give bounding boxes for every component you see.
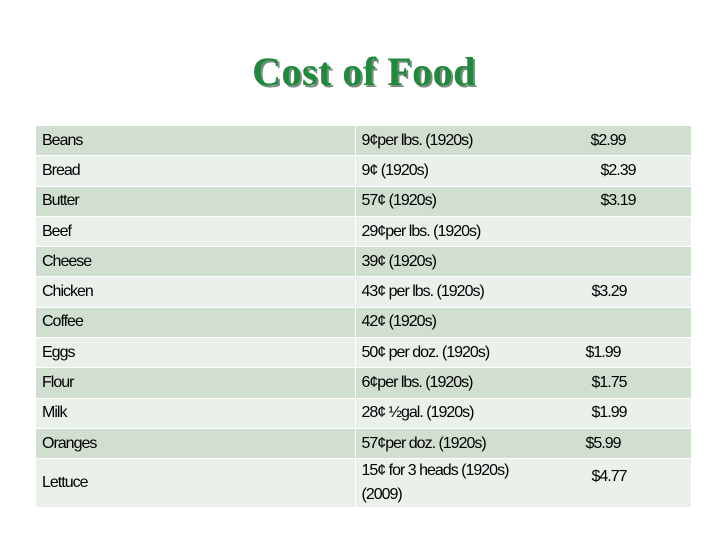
table-row: Coffee 42¢ (1920s): [36, 307, 692, 339]
item-cost: 42¢ (1920s): [355, 307, 692, 339]
cost-1920s: 28¢ ½gal. (1920s): [361, 404, 475, 422]
item-name: Bread: [36, 155, 356, 187]
item-cost: 28¢ ½gal. (1920s) $1.99: [355, 398, 692, 429]
cost-1920s: 57¢per doz. (1920s): [361, 434, 487, 452]
table-row: Beans 9¢per lbs. (1920s) $2.99: [36, 126, 692, 157]
cost-2009: $1.99: [585, 343, 622, 361]
item-name: Beef: [36, 216, 356, 248]
item-cost: 57¢per doz. (1920s) $5.99: [355, 428, 692, 460]
item-cost: 15¢ for 3 heads (1920s) (2009) $4.77: [355, 458, 692, 509]
item-name: Coffee: [36, 307, 356, 339]
cost-2009: $2.99: [590, 131, 627, 149]
item-cost: 9¢ (1920s) $2.39: [355, 155, 692, 187]
cost-1920s: 6¢per lbs. (1920s): [361, 374, 474, 392]
item-cost: 29¢per lbs. (1920s): [355, 216, 692, 248]
cost-1920s: 42¢ (1920s): [361, 313, 437, 331]
cost-1920s: 57¢ (1920s): [361, 192, 437, 210]
item-name: Eggs: [36, 337, 356, 369]
cost-2009: $1.99: [591, 404, 628, 422]
cost-1920s: 50¢ per doz. (1920s): [361, 343, 491, 361]
table-row: Lettuce 15¢ for 3 heads (1920s) (2009) $4…: [36, 458, 692, 509]
item-name: Beans: [36, 126, 356, 157]
item-cost: 6¢per lbs. (1920s) $1.75: [355, 367, 692, 399]
table-row: Flour 6¢per lbs. (1920s) $1.75: [36, 367, 692, 399]
table-row: Butter 57¢ (1920s) $3.19: [36, 186, 692, 217]
table-row: Oranges 57¢per doz. (1920s) $5.99: [36, 428, 692, 460]
table-row: Cheese 39¢ (1920s): [36, 246, 692, 278]
food-cost-table: Beans 9¢per lbs. (1920s) $2.99 Bread 9¢ (…: [36, 126, 692, 509]
cost-1920s: 9¢ (1920s): [361, 161, 429, 179]
table-row: Beef 29¢per lbs. (1920s): [36, 216, 692, 248]
item-cost: 9¢per lbs. (1920s) $2.99: [355, 126, 692, 157]
page-title: Cost of Food: [252, 49, 476, 94]
cost-2009: $3.19: [600, 192, 637, 210]
item-name: Chicken: [36, 276, 356, 308]
item-name: Oranges: [36, 428, 356, 460]
item-name: Flour: [36, 367, 356, 399]
item-name: Cheese: [36, 246, 356, 278]
cost-1920s: 15¢ for 3 heads (1920s) (2009): [361, 462, 510, 504]
cost-2009: $5.99: [585, 434, 622, 452]
item-name: Lettuce: [36, 458, 356, 509]
item-cost: 39¢ (1920s): [355, 246, 692, 278]
item-name: Butter: [36, 186, 356, 217]
table-row: Milk 28¢ ½gal. (1920s) $1.99: [36, 398, 692, 429]
item-cost: 57¢ (1920s) $3.19: [355, 186, 692, 217]
table-row: Chicken 43¢ per lbs. (1920s) $3.29: [36, 276, 692, 308]
cost-2009: $1.75: [591, 374, 628, 392]
item-name: Milk: [36, 398, 356, 429]
cost-1920s: 39¢ (1920s): [361, 252, 437, 270]
item-cost: 50¢ per doz. (1920s) $1.99: [355, 337, 692, 369]
cost-1920s: 43¢ per lbs. (1920s): [361, 283, 485, 301]
cost-2009: $3.29: [591, 283, 628, 301]
cost-2009: $2.39: [600, 161, 637, 179]
table-row: Eggs 50¢ per doz. (1920s) $1.99: [36, 337, 692, 369]
table-row: Bread 9¢ (1920s) $2.39: [36, 155, 692, 187]
cost-2009: $4.77: [591, 468, 628, 486]
item-cost: 43¢ per lbs. (1920s) $3.29: [355, 276, 692, 308]
cost-1920s: 9¢per lbs. (1920s): [361, 131, 474, 149]
cost-1920s: 29¢per lbs. (1920s): [361, 222, 482, 240]
